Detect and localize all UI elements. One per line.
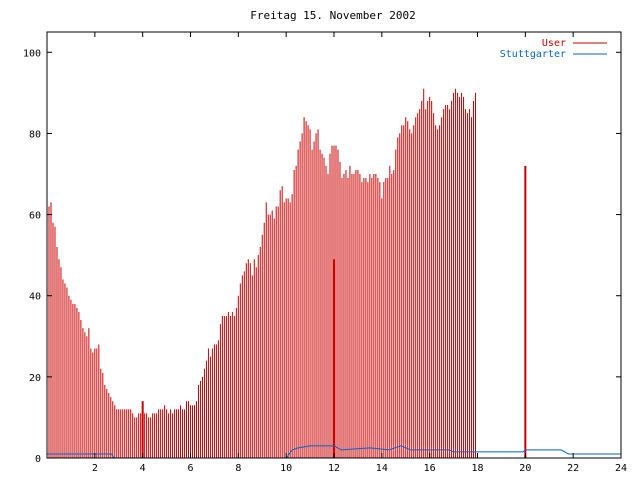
legend-label: User <box>542 38 566 49</box>
x-tick-label: 10 <box>280 463 292 474</box>
x-tick-label: 2 <box>92 463 98 474</box>
x-tick-label: 24 <box>615 463 627 474</box>
y-tick-label: 40 <box>29 292 41 303</box>
user-bars <box>46 88 477 458</box>
x-tick-label: 12 <box>328 463 340 474</box>
x-tick-label: 16 <box>424 463 436 474</box>
y-axis: 0 20 40 60 80 100 <box>23 48 621 465</box>
x-tick-label: 14 <box>376 463 388 474</box>
x-tick-label: 6 <box>187 463 193 474</box>
legend-label: Stuttgarter <box>500 49 566 60</box>
y-tick-label: 100 <box>23 48 41 59</box>
x-tick-label: 20 <box>519 463 531 474</box>
stuttgarter-line <box>47 445 621 459</box>
x-tick-label: 18 <box>471 463 483 474</box>
x-tick-label: 22 <box>567 463 579 474</box>
x-tick-label: 8 <box>235 463 241 474</box>
x-tick-label: 4 <box>140 463 146 474</box>
x-axis: 2 4 6 8 10 12 14 16 18 20 22 24 <box>92 32 627 474</box>
y-tick-label: 80 <box>29 129 41 140</box>
y-tick-label: 20 <box>29 373 41 384</box>
stuttgarter-series <box>47 445 621 459</box>
peak-markers <box>141 165 527 458</box>
y-tick-label: 0 <box>35 454 41 465</box>
y-tick-label: 60 <box>29 211 41 222</box>
chart-title: Freitag 15. November 2002 <box>250 9 416 22</box>
